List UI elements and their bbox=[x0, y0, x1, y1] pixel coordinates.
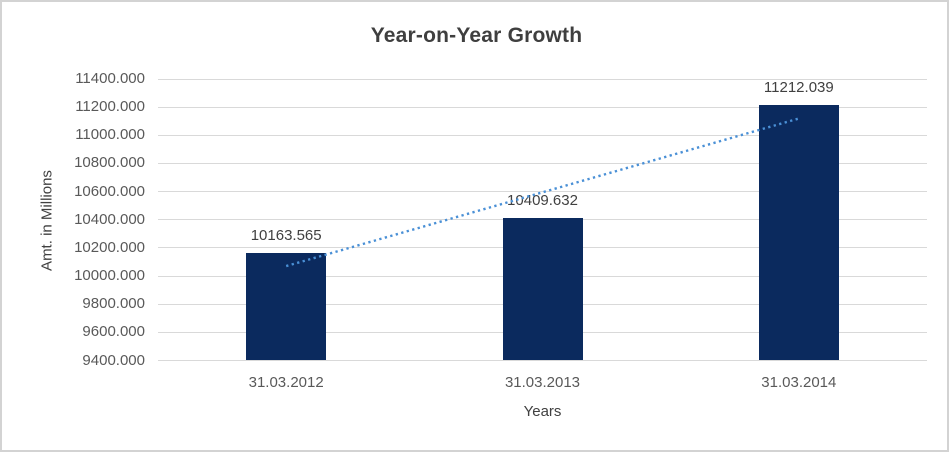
y-tick-label: 11200.000 bbox=[75, 98, 145, 116]
y-tick-label: 10400.000 bbox=[74, 210, 145, 228]
gridline bbox=[158, 360, 927, 361]
bar-31.03.2014 bbox=[758, 105, 839, 361]
y-tick-label: 10200.000 bbox=[74, 238, 145, 256]
bar-data-label: 11212.039 bbox=[763, 79, 834, 97]
bar-data-label: 10409.632 bbox=[507, 192, 578, 210]
bar-31.03.2012 bbox=[246, 253, 327, 361]
y-tick-label: 9400.000 bbox=[82, 351, 145, 369]
y-tick-label: 9600.000 bbox=[82, 323, 145, 341]
x-axis-title: Years bbox=[523, 403, 562, 420]
y-tick-label: 11400.000 bbox=[75, 70, 145, 87]
x-tick-label: 31.03.2012 bbox=[248, 374, 324, 391]
gridline bbox=[158, 106, 927, 108]
bar-31.03.2013 bbox=[502, 218, 583, 361]
chart-title: Year-on-Year Growth bbox=[370, 24, 583, 47]
y-tick-label: 10000.000 bbox=[74, 267, 145, 285]
x-tick-label: 31.03.2014 bbox=[761, 374, 837, 391]
gridline bbox=[158, 78, 927, 80]
y-tick-label: 10800.000 bbox=[74, 154, 145, 172]
y-tick-label: 9800.000 bbox=[82, 295, 145, 313]
y-tick-label: 10600.000 bbox=[74, 182, 145, 200]
x-tick-label: 31.03.2013 bbox=[504, 374, 581, 391]
bar-data-label: 10163.565 bbox=[250, 227, 322, 245]
y-tick-label: 11000.000 bbox=[75, 126, 145, 144]
